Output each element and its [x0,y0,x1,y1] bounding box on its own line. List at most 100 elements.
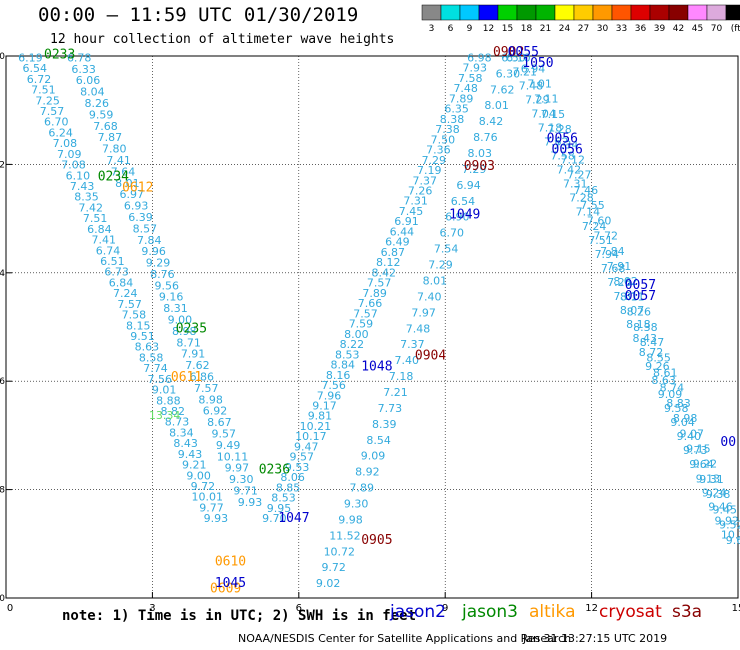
swh-value: 7.48 [519,79,544,92]
swh-value: 7.56 [148,373,173,386]
colorbar-swatch [649,4,670,21]
swh-value: 8.54 [366,434,391,447]
swh-value: 6.93 [124,200,149,213]
colorbar-swatch [459,4,480,21]
swh-value: 8.63 [135,341,160,354]
pass-label-jason2: 0056 [547,132,578,147]
swh-value: 9.30 [344,498,369,511]
swh-value: 6.87 [381,246,406,259]
swh-value: 7.31 [563,178,588,191]
swh-value: 9.92 [715,514,740,527]
swh-value: 9.51 [130,330,155,343]
swh-value: 7.57 [194,382,219,395]
colorbar-label: 36 [635,24,647,34]
swh-value: 9.24 [702,486,727,499]
swh-value: 6.24 [48,126,73,139]
swh-value: 9.38 [706,488,731,501]
colorbar-swatch [440,4,461,21]
pass-label-jason2: 0057 [625,278,656,293]
plot-frame [5,55,739,599]
y-tick-label: -34 [0,269,5,279]
swh-value: 7.96 [317,389,342,402]
swh-value: 7.91 [607,260,632,273]
swh-value: 9.64 [689,458,714,471]
swh-value: 9.73 [683,444,708,457]
pass-label-altika: 0612 [122,181,153,196]
colorbar-swatch [706,4,727,21]
swh-value: 7.87 [98,131,123,144]
swh-value: 8.12 [376,256,401,269]
colorbar-swatch [421,4,442,21]
plot-axes: 0 3 6 9 12 15 -30 -32 -34 -36 -38 -40 [0,52,740,614]
swh-value: 9.43 [178,448,203,461]
swh-value: 8.15 [126,319,151,332]
swh-value: 6.74 [96,244,121,257]
pass-label-jason3: 0233 [44,48,75,63]
x-tick-label: 0 [7,603,13,614]
swh-value: 9.47 [294,440,319,453]
swh-value: 6.94 [456,179,481,192]
swh-value: 9.31 [699,473,724,486]
swh-value: 10.11 [217,450,249,463]
y-tick-label: -36 [0,377,5,387]
swh-value: 6.50 [501,51,526,64]
swh-value: 8.98 [198,393,223,406]
swh-value: 7.25 [35,94,60,107]
swh-value: 9.22 [693,458,718,471]
swh-value: 9.49 [216,439,241,452]
swh-value: 8.98 [673,412,698,425]
colorbar-label: 21 [540,24,551,34]
swh-value: 6.84 [109,276,134,289]
x-tick-label: 12 [585,603,598,614]
swh-value: 6.73 [104,266,129,279]
swh-value: 9.72 [321,561,346,574]
swh-value: 8.84 [330,359,355,372]
swh-value: 9.13 [696,472,721,485]
swh-value: 7.51 [83,212,108,225]
swh-value: 7.01 [527,77,552,90]
swh-value: 6.39 [128,211,153,224]
swh-value: 7.84 [600,245,625,258]
swh-value: 7.45 [399,205,424,218]
colorbar-swatch [516,4,537,21]
swh-value: 9.57 [289,451,314,464]
swh-value: 6.94 [521,62,546,75]
swh-value: 6.78 [67,51,92,64]
swh-value: 8.01 [115,177,140,190]
swh-value: 8.83 [666,397,691,410]
swh-value: 9.93 [238,496,263,509]
swh-value: 7.72 [594,230,619,243]
swh-value: 7.04 [531,108,556,121]
swh-value: 6.70 [439,227,464,240]
swh-value: 6.86 [190,371,215,384]
x-tick-label: 15 [732,603,740,614]
pass-label-jason2: 1047 [278,511,309,526]
swh-value: 10.3 [721,528,740,541]
swh-value: 9.52 [719,519,740,532]
swh-value: 8.22 [340,338,365,351]
colorbar-swatch [554,4,575,21]
swh-value: 7.48 [453,82,478,95]
swh-value: 8.47 [640,336,665,349]
colorbar-label: 18 [521,24,533,34]
swh-value: 7.29 [428,259,453,272]
swh-value: 8.38 [440,113,465,126]
swh-value: 8.67 [207,416,232,429]
colorbar-swatch [497,4,518,21]
swh-value: 8.72 [639,346,664,359]
pass-label-jason2: 00 [720,435,736,450]
swh-value: 7.58 [122,309,147,322]
colorbar-label: 12 [483,24,494,34]
pass-label-jason2: 1050 [522,56,553,71]
pass-label-altika: 0609 [210,582,241,597]
y-tick-label: -30 [0,52,5,62]
swh-value: 7.24 [113,287,138,300]
swh-value: 9.97 [225,462,250,475]
swh-value: 8.26 [627,306,652,319]
colorbar-label: 30 [597,24,609,34]
swh-value: 6.98 [467,51,492,64]
swh-value: 7.09 [57,148,82,161]
swh-value: 7.26 [408,185,433,198]
swh-value: 7.55 [580,199,605,212]
